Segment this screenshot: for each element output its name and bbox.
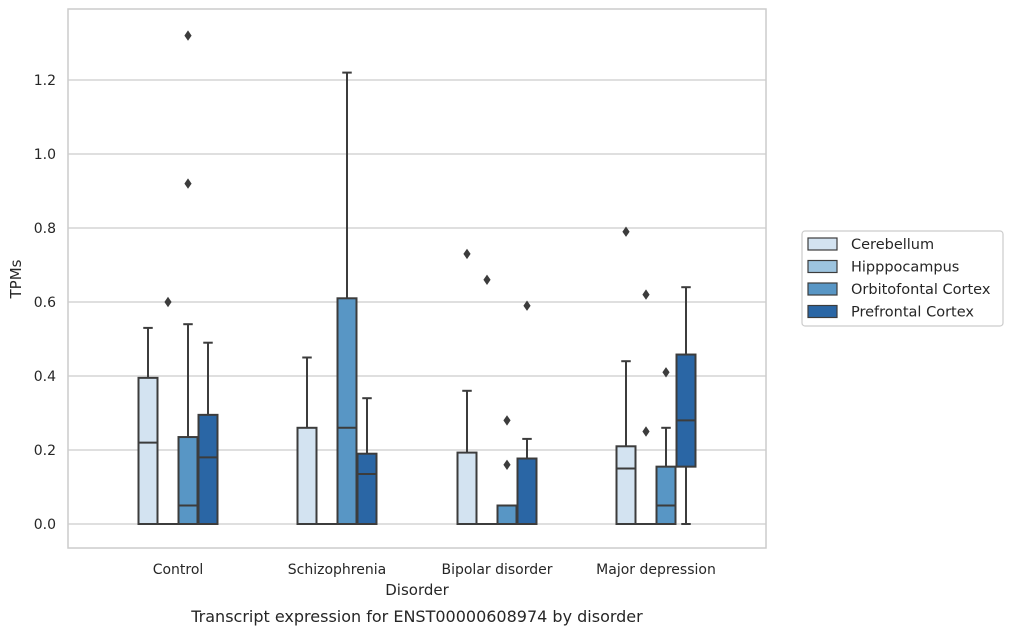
box-group [496, 415, 518, 525]
x-axis-label: Disorder [385, 581, 449, 599]
box [456, 451, 478, 525]
outlier-point [642, 289, 650, 300]
box-group [197, 341, 219, 526]
box [177, 436, 199, 525]
outlier-point [622, 226, 630, 237]
box-group [296, 356, 318, 525]
legend-label: Orbitofontal Cortex [851, 282, 991, 298]
box-group [158, 296, 178, 525]
box-group [615, 226, 637, 525]
x-tick-label: Control [153, 562, 204, 578]
box-group [675, 286, 697, 525]
box [655, 465, 677, 525]
y-axis-label: TPMs [7, 259, 25, 299]
box [496, 504, 518, 525]
box-group [456, 248, 478, 525]
legend-swatch [807, 282, 838, 296]
outlier-point [503, 415, 511, 426]
box [137, 376, 159, 525]
outlier-point [184, 178, 192, 189]
box [296, 426, 318, 525]
chart-caption: Transcript expression for ENST0000060897… [190, 607, 643, 626]
box [615, 445, 637, 525]
box-group [177, 30, 199, 525]
y-tick-label: 1.2 [34, 73, 56, 89]
y-tick-label: 0.2 [34, 443, 56, 459]
outlier-point [523, 300, 531, 311]
grid-lines [68, 79, 766, 525]
x-tick-label: Schizophrenia [288, 562, 386, 578]
box-group [655, 367, 677, 525]
legend-label: Hipppocampus [851, 260, 959, 276]
box-plots [137, 30, 697, 526]
x-tick-label: Bipolar disorder [441, 562, 552, 578]
box [516, 457, 538, 526]
outlier-point [662, 367, 670, 378]
x-tick-label: Major depression [596, 562, 716, 578]
box-group [336, 71, 358, 525]
box [356, 452, 378, 526]
outlier-point [642, 426, 650, 437]
x-tick-labels: Control Schizophrenia Bipolar disorder Majo… [153, 562, 716, 578]
plot-frame [67, 8, 767, 549]
y-tick-label: 0.4 [34, 369, 56, 385]
box-group [477, 274, 497, 525]
y-tick-label: 0.6 [34, 295, 56, 311]
box [675, 353, 697, 468]
box-group [137, 326, 159, 525]
legend-swatch [807, 259, 838, 274]
box [197, 413, 219, 526]
box-group [636, 289, 656, 525]
outlier-point [164, 296, 172, 308]
y-tick-label: 0.0 [34, 517, 56, 533]
box-group [516, 300, 538, 526]
y-tick-label: 1.0 [34, 147, 56, 163]
legend-label: Cerebellum [851, 237, 934, 253]
legend-box [801, 230, 1004, 327]
legend-swatch [807, 237, 838, 251]
legend-swatch [807, 304, 838, 319]
legend: Cerebellum Hipppocampus Orbitofontal Corte… [801, 230, 1004, 327]
y-tick-label: 0.8 [34, 221, 56, 237]
box [336, 297, 358, 525]
outlier-point [184, 30, 192, 41]
outlier-point [483, 274, 491, 285]
outlier-point [503, 459, 511, 470]
box-group [356, 397, 378, 526]
outlier-point [463, 248, 471, 260]
legend-label: Prefrontal Cortex [851, 305, 974, 321]
y-tick-labels: 0.0 0.2 0.4 0.6 0.8 1.0 1.2 [34, 73, 56, 533]
